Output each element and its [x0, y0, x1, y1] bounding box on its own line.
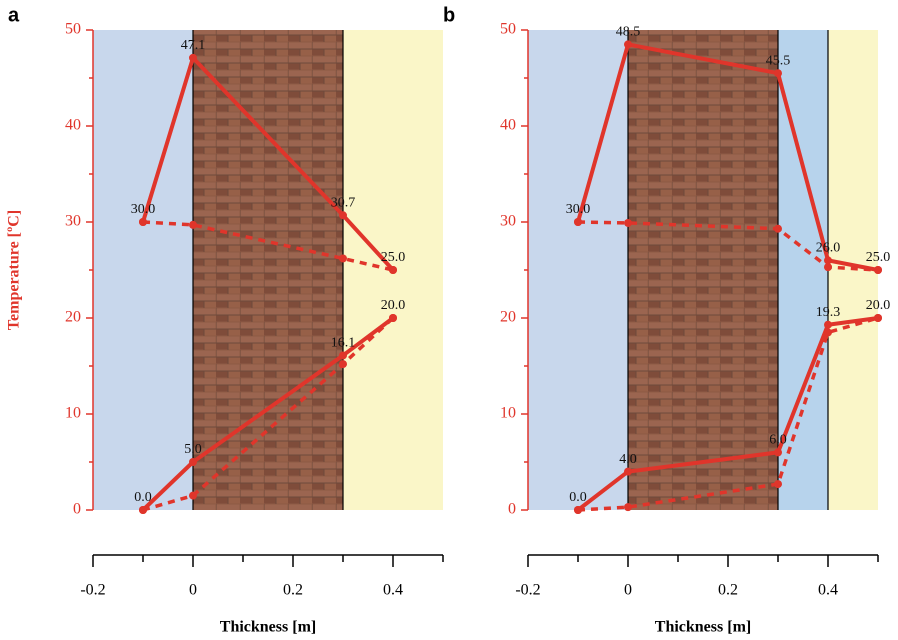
- value-label: 19.3: [816, 305, 841, 320]
- layer: [628, 30, 778, 510]
- value-label: 20.0: [866, 298, 891, 313]
- x-tick-label: 0.2: [283, 582, 303, 599]
- value-label: 48.5: [616, 25, 641, 40]
- point: [824, 320, 832, 329]
- point: [339, 351, 347, 360]
- layer: [193, 30, 343, 510]
- point: [574, 218, 582, 226]
- y-tick-label: 0: [73, 501, 81, 518]
- value-label: 30.0: [566, 202, 591, 217]
- value-label: 0.0: [134, 490, 152, 505]
- point: [624, 467, 632, 476]
- point: [189, 53, 197, 62]
- x-tick-label: 0.4: [383, 582, 403, 599]
- point: [824, 263, 832, 272]
- point: [774, 69, 782, 78]
- point: [389, 266, 397, 274]
- point: [139, 218, 147, 226]
- value-label: 0.0: [569, 490, 587, 505]
- x-tick-label: -0.2: [515, 582, 540, 599]
- y-tick-label: 40: [65, 117, 81, 134]
- point: [339, 211, 347, 220]
- value-label: 16.1: [331, 336, 356, 351]
- solid-line: [141, 55, 395, 272]
- value-label: 30.7: [331, 195, 356, 210]
- y-tick-label: 40: [500, 117, 516, 134]
- dashed-line: [142, 316, 395, 512]
- point: [339, 360, 347, 369]
- point: [139, 506, 147, 514]
- point: [574, 506, 582, 514]
- y-tick-label: 10: [500, 405, 516, 422]
- point: [339, 254, 347, 263]
- point: [624, 503, 632, 512]
- x-tick-label: -0.2: [80, 582, 105, 599]
- x-axis-title: Thickness [m]: [655, 619, 751, 636]
- point: [774, 448, 782, 457]
- y-tick-label: 50: [500, 21, 516, 38]
- value-label: 25.0: [381, 250, 406, 265]
- y-tick-label: 50: [65, 21, 81, 38]
- x-tick-label: 0: [189, 582, 197, 599]
- point: [774, 480, 782, 489]
- x-tick-label: 0: [624, 582, 632, 599]
- value-label: 26.0: [816, 241, 841, 256]
- y-tick-label: 20: [500, 309, 516, 326]
- point: [624, 218, 632, 227]
- point: [874, 314, 882, 322]
- point: [774, 224, 782, 233]
- point: [824, 256, 832, 265]
- value-label: 30.0: [131, 202, 156, 217]
- value-label: 5.0: [184, 442, 202, 457]
- y-tick-label: 30: [500, 213, 516, 230]
- value-label: 45.5: [766, 53, 791, 68]
- y-tick-label: 0: [508, 501, 516, 518]
- x-axis-title: Thickness [m]: [220, 619, 316, 636]
- x-tick-label: 0.2: [718, 582, 738, 599]
- point: [624, 40, 632, 49]
- value-label: 47.1: [181, 38, 206, 53]
- y-axis-title: Temperature [ºC]: [6, 210, 23, 330]
- point: [874, 266, 882, 274]
- value-label: 4.0: [619, 452, 637, 467]
- point: [389, 314, 397, 322]
- point: [189, 220, 197, 229]
- y-tick-label: 10: [65, 405, 81, 422]
- y-tick-label: 30: [65, 213, 81, 230]
- panel-label: a: [8, 4, 20, 26]
- value-label: 25.0: [866, 250, 891, 265]
- point: [824, 328, 832, 337]
- value-label: 6.0: [769, 433, 787, 448]
- value-label: 20.0: [381, 298, 406, 313]
- panel-label: b: [443, 4, 455, 26]
- y-tick-label: 20: [65, 309, 81, 326]
- solid-line: [141, 316, 395, 512]
- x-tick-label: 0.4: [818, 582, 838, 599]
- point: [189, 491, 197, 500]
- point: [189, 458, 197, 466]
